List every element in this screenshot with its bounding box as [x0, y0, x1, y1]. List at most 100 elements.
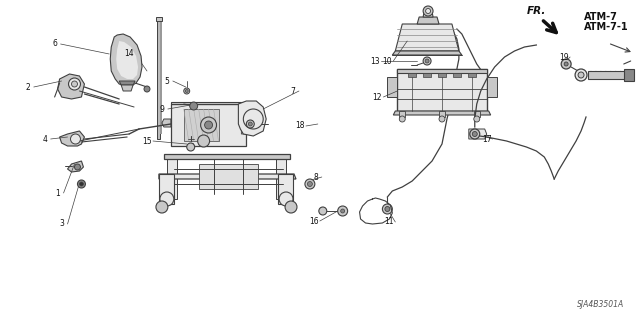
Polygon shape — [157, 19, 160, 139]
Polygon shape — [164, 154, 290, 159]
Text: 13: 13 — [371, 56, 380, 65]
Text: 4: 4 — [42, 135, 47, 144]
Circle shape — [79, 182, 83, 186]
Circle shape — [423, 57, 431, 65]
Text: 1: 1 — [55, 189, 60, 197]
Circle shape — [189, 102, 198, 110]
Polygon shape — [159, 174, 174, 204]
Polygon shape — [241, 116, 250, 124]
Text: 8: 8 — [314, 173, 318, 182]
Text: FR.: FR. — [527, 6, 546, 16]
Polygon shape — [121, 85, 133, 91]
Circle shape — [426, 9, 431, 13]
Circle shape — [72, 81, 77, 87]
Polygon shape — [469, 129, 486, 139]
Polygon shape — [423, 12, 433, 17]
Polygon shape — [624, 69, 634, 81]
Circle shape — [561, 59, 571, 69]
Circle shape — [340, 209, 345, 213]
Circle shape — [472, 131, 477, 137]
Circle shape — [423, 6, 433, 16]
Text: 5: 5 — [164, 77, 170, 85]
Circle shape — [185, 90, 188, 93]
Polygon shape — [397, 69, 486, 73]
Text: 14: 14 — [124, 49, 134, 58]
Polygon shape — [276, 159, 286, 199]
Circle shape — [246, 120, 254, 128]
Polygon shape — [417, 17, 439, 24]
Polygon shape — [278, 174, 293, 204]
Polygon shape — [171, 104, 246, 146]
Text: 10: 10 — [383, 56, 392, 65]
Polygon shape — [68, 161, 83, 172]
Circle shape — [399, 116, 405, 122]
Circle shape — [338, 206, 348, 216]
Polygon shape — [397, 69, 486, 111]
Text: 7: 7 — [291, 86, 296, 95]
Circle shape — [439, 116, 445, 122]
Text: 12: 12 — [372, 93, 382, 101]
Polygon shape — [159, 204, 161, 211]
Polygon shape — [58, 74, 84, 99]
Text: ATM-7: ATM-7 — [584, 12, 618, 22]
Polygon shape — [399, 111, 405, 117]
Polygon shape — [198, 164, 259, 189]
Text: 2: 2 — [26, 83, 30, 92]
Polygon shape — [408, 73, 416, 77]
Circle shape — [385, 206, 390, 211]
Polygon shape — [474, 111, 480, 117]
Polygon shape — [396, 24, 459, 51]
Text: SJA4B3501A: SJA4B3501A — [577, 300, 624, 309]
Circle shape — [474, 116, 480, 122]
Circle shape — [68, 78, 81, 90]
Polygon shape — [439, 111, 445, 117]
Text: 19: 19 — [559, 53, 569, 62]
Polygon shape — [392, 51, 462, 55]
Polygon shape — [394, 111, 491, 115]
Text: 16: 16 — [309, 217, 319, 226]
Polygon shape — [162, 119, 171, 127]
Circle shape — [470, 129, 480, 139]
Polygon shape — [238, 101, 266, 136]
Circle shape — [156, 201, 168, 213]
Polygon shape — [588, 71, 626, 79]
Polygon shape — [290, 204, 294, 211]
Circle shape — [307, 182, 312, 187]
Polygon shape — [60, 131, 84, 146]
Text: 3: 3 — [59, 219, 64, 228]
Polygon shape — [156, 17, 162, 21]
Circle shape — [305, 179, 315, 189]
Text: 17: 17 — [482, 135, 492, 144]
Polygon shape — [486, 77, 497, 97]
Text: 18: 18 — [295, 122, 305, 130]
Circle shape — [205, 121, 212, 129]
Circle shape — [248, 122, 252, 126]
Circle shape — [200, 117, 216, 133]
Polygon shape — [159, 174, 296, 179]
Circle shape — [382, 204, 392, 214]
Circle shape — [319, 207, 327, 215]
Circle shape — [575, 69, 587, 81]
Polygon shape — [438, 73, 446, 77]
Circle shape — [187, 143, 195, 151]
Circle shape — [74, 164, 81, 170]
Circle shape — [77, 180, 85, 188]
Polygon shape — [119, 81, 135, 85]
Polygon shape — [468, 73, 476, 77]
Text: 11: 11 — [385, 218, 394, 226]
Polygon shape — [453, 73, 461, 77]
Text: 6: 6 — [52, 40, 57, 48]
Text: 15: 15 — [142, 137, 152, 145]
Circle shape — [243, 109, 263, 129]
Polygon shape — [241, 126, 250, 134]
Polygon shape — [110, 34, 142, 86]
Circle shape — [198, 135, 209, 147]
Polygon shape — [184, 109, 218, 141]
Polygon shape — [167, 159, 177, 199]
Polygon shape — [160, 19, 162, 134]
Circle shape — [144, 86, 150, 92]
Text: ATM-7-1: ATM-7-1 — [584, 22, 628, 32]
Polygon shape — [241, 106, 250, 114]
Circle shape — [70, 134, 81, 144]
Circle shape — [578, 72, 584, 78]
